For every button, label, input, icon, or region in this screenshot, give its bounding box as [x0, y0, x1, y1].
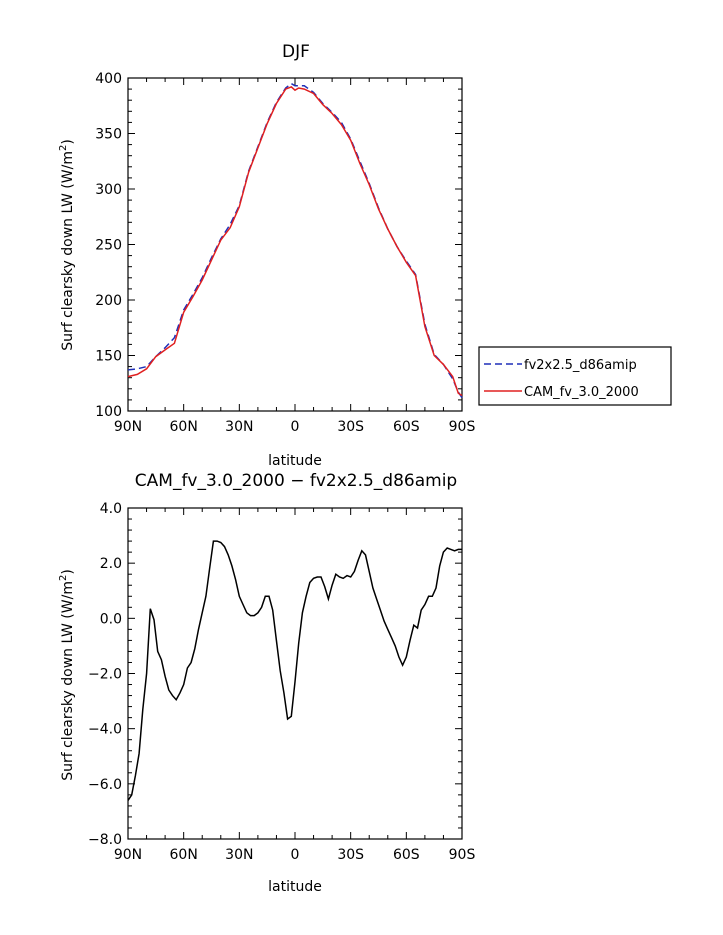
y-tick-label: 150 — [95, 349, 122, 365]
x-tick-label: 60N — [170, 847, 198, 863]
y-tick-label: 2.0 — [100, 556, 122, 572]
y-tick-label: 0.0 — [100, 611, 122, 627]
x-tick-label: 0 — [291, 419, 300, 435]
x-tick-label: 90N — [114, 847, 142, 863]
x-tick-label: 30S — [337, 419, 364, 435]
top-chart-panel: DJF 100 150 200 250 300 350 400 90N 60N 30N 0 30S 6… — [58, 42, 475, 469]
top-x-axis: 90N 60N 30N 0 30S 60S 90S — [114, 78, 476, 435]
bottom-chart-title: CAM_fv_3.0_2000 − fv2x2.5_d86amip — [135, 471, 457, 491]
x-tick-label: 60N — [170, 419, 198, 435]
y-tick-label: −8.0 — [88, 832, 122, 848]
bottom-y-axis-label: Surf clearsky down LW (W/m2) — [58, 569, 76, 781]
y-tick-label: 4.0 — [100, 501, 122, 517]
x-tick-label: 0 — [291, 847, 300, 863]
bottom-x-axis-label: latitude — [268, 879, 322, 895]
y-tick-label: 350 — [95, 127, 122, 143]
legend-box — [478, 346, 672, 406]
x-tick-label: 90S — [449, 419, 476, 435]
legend-label-fv2x2.5: fv2x2.5_d86amip — [524, 358, 637, 373]
y-tick-label: 200 — [95, 293, 122, 309]
y-tick-label: 250 — [95, 238, 122, 254]
series-line-difference — [127, 540, 462, 801]
bottom-x-axis: 90N 60N 30N 0 30S 60S 90S — [114, 508, 476, 863]
legend-label-cam: CAM_fv_3.0_2000 — [524, 385, 639, 400]
series-line-cam-fv-3-0-2000 — [127, 86, 463, 397]
y-tick-label: −4.0 — [88, 722, 122, 738]
x-tick-label: 30N — [225, 419, 253, 435]
y-tick-label: −2.0 — [88, 667, 122, 683]
top-x-axis-label: latitude — [268, 453, 322, 469]
x-tick-label: 90N — [114, 419, 142, 435]
y-tick-label: −6.0 — [88, 777, 122, 793]
series-line-fv2x2-5-d86amip — [127, 82, 463, 399]
top-series-group — [127, 82, 463, 399]
x-tick-label: 30N — [225, 847, 253, 863]
x-tick-label: 60S — [393, 847, 420, 863]
top-chart-title: DJF — [282, 42, 310, 62]
legend: fv2x2.5_d86amip CAM_fv_3.0_2000 — [478, 346, 672, 406]
top-y-axis-label: Surf clearsky down LW (W/m2) — [58, 139, 76, 351]
top-plot-frame — [127, 77, 463, 412]
y-tick-label: 300 — [95, 182, 122, 198]
x-tick-label: 30S — [337, 847, 364, 863]
bottom-y-axis: −8.0 −6.0 −4.0 −2.0 0.0 2.0 4.0 — [88, 501, 462, 848]
x-tick-label: 60S — [393, 419, 420, 435]
bottom-plot-frame — [127, 507, 463, 840]
y-tick-label: 400 — [95, 71, 122, 87]
bottom-chart-panel: CAM_fv_3.0_2000 − fv2x2.5_d86amip −8.0 −6… — [58, 471, 475, 895]
y-tick-label: 100 — [95, 404, 122, 420]
bottom-series-group — [127, 540, 462, 801]
x-tick-label: 90S — [449, 847, 476, 863]
top-y-axis: 100 150 200 250 300 350 400 — [95, 71, 462, 420]
